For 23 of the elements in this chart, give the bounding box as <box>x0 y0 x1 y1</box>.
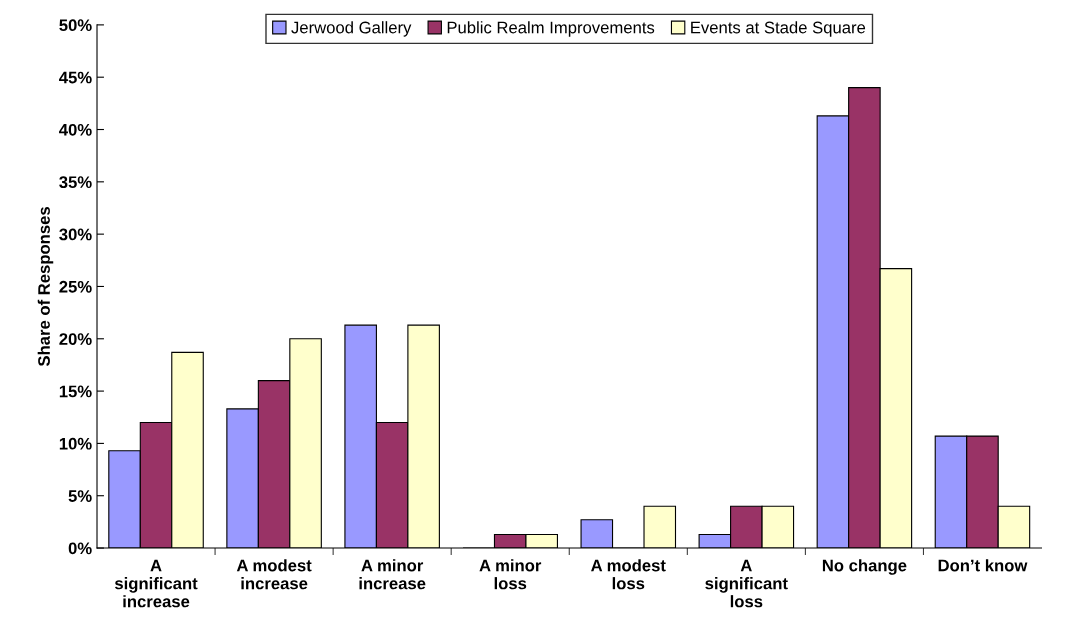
x-tick-label: A modest loss <box>591 559 666 590</box>
y-tick-label: 30% <box>59 228 92 241</box>
y-tick-label: 0% <box>68 542 92 555</box>
x-tick-label: Don’t know <box>938 559 1028 572</box>
x-tick-label: No change <box>822 559 907 575</box>
x-tick-label: A significant increase <box>114 559 198 608</box>
y-tick-label: 5% <box>68 490 92 502</box>
y-tick-label: 45% <box>59 71 92 84</box>
legend-label: Events at Stade Square <box>691 21 866 37</box>
x-tick-label: A significant loss <box>705 559 788 608</box>
x-tick-label: A minor loss <box>479 559 542 590</box>
y-axis-title: Share of Responses <box>37 207 54 367</box>
x-tick-label: A minor increase <box>359 559 426 590</box>
y-tick-label: 40% <box>59 123 92 136</box>
y-tick-label: 20% <box>59 333 92 345</box>
y-tick-label: 10% <box>59 437 92 450</box>
legend-label: Jerwood Gallery <box>291 21 412 37</box>
y-tick-label: 35% <box>59 176 92 189</box>
x-tick-label: A modest increase <box>236 559 312 590</box>
y-tick-label: 25% <box>59 280 92 293</box>
legend-label: Public Realm Improvements <box>447 21 655 37</box>
y-tick-label: 50% <box>59 19 92 32</box>
y-tick-label: 15% <box>59 385 92 398</box>
